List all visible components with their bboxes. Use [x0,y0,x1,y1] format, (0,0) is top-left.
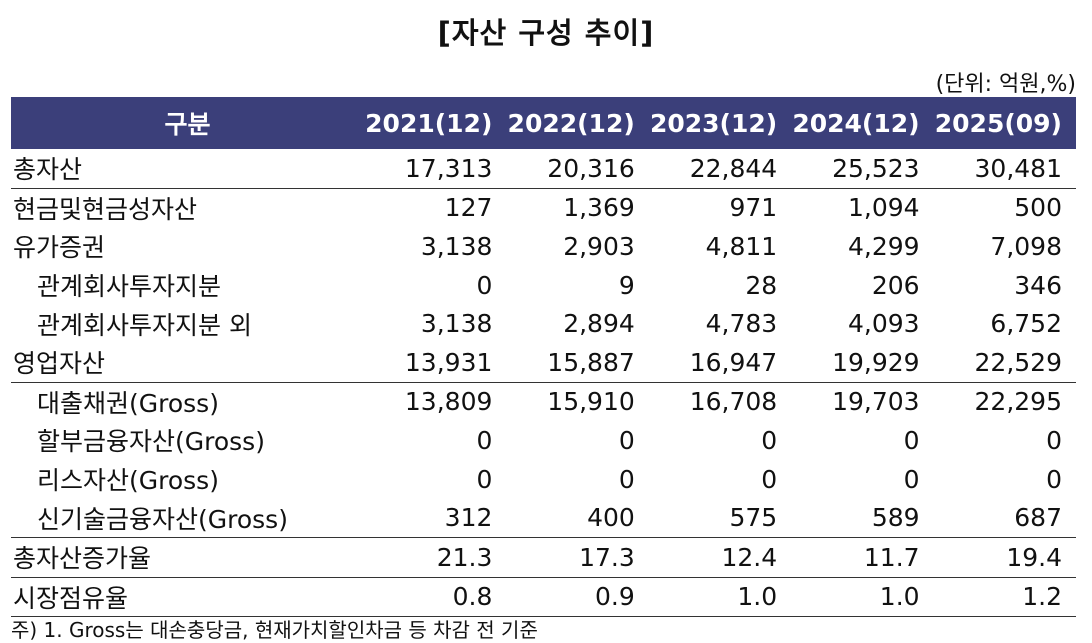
row-label: 총자산증가율 [11,537,364,578]
cell-value: 0 [761,464,778,494]
footnote: 주) 1. Gross는 대손충당금, 현재가치할인차금 등 차감 전 기준 [11,618,538,642]
cell-value: 0 [903,464,920,494]
row-label: 할부금융자산(Gross) [37,427,265,457]
cell-value: 4,811 [705,231,778,261]
cell-value: 0 [476,464,493,494]
cell-value: 2,894 [563,309,635,339]
cell-value: 21.3 [364,537,507,578]
row-label: 현금및현금성자산 [13,194,198,224]
cell-value: 0 [761,425,778,455]
cell-value: 1,094 [847,193,920,223]
cell-value: 7,098 [990,231,1062,261]
cell-value: 13,931 [364,342,507,383]
header-year: 2021(12) [364,97,507,149]
cell-value: 17.3 [506,537,649,578]
header-year: 2024(12) [791,97,934,149]
cell-value: 3,138 [420,309,493,339]
cell-value: 127 [444,193,493,223]
cell-value: 28 [745,270,778,300]
row-label: 유가증권 [13,233,106,263]
cell-value: 0 [476,270,493,300]
row-label: 대출채권(Gross) [37,388,219,418]
cell-value: 4,299 [847,231,920,261]
cell-value: 16,947 [648,342,792,383]
row-label: 신기술금융자산(Gross) [11,498,364,538]
cell-value: 0.9 [506,577,649,618]
cell-value: 346 [1014,270,1062,300]
cell-value: 17,313 [364,149,507,189]
cell-value: 15,910 [547,387,635,417]
table-row: 총자산증가율 21.3 17.3 12.4 11.7 19.4 [11,537,1076,578]
cell-value: 19,703 [832,387,920,417]
cell-value: 1.0 [791,577,934,618]
cell-value: 0 [618,425,635,455]
cell-value: 22,295 [974,387,1062,417]
cell-value: 1,369 [563,193,635,223]
row-label: 관계회사투자지분 외 [37,310,252,340]
table-row: 신기술금융자산(Gross) 312 400 575 589 687 [11,498,1076,538]
cell-value: 19.4 [933,537,1076,578]
cell-value: 9 [618,270,635,300]
cell-value: 22,529 [933,342,1076,383]
cell-value: 500 [1014,193,1062,223]
cell-value: 12.4 [648,537,792,578]
cell-value: 6,752 [990,309,1062,339]
table-row: 리스자산(Gross) 0 0 0 0 0 [11,460,1076,499]
table-row: 유가증권 3,138 2,903 4,811 4,299 7,098 [11,227,1076,266]
row-label: 관계회사투자지분 [37,272,222,302]
cell-value: 0 [1046,464,1062,494]
cell-value: 687 [933,498,1076,538]
cell-value: 20,316 [506,149,649,189]
cell-value: 1.0 [648,577,792,618]
cell-value: 4,783 [705,309,778,339]
table-row: 대출채권(Gross) 13,809 15,910 16,708 19,703 … [11,382,1076,421]
cell-value: 0 [476,425,493,455]
table-row: 현금및현금성자산 127 1,369 971 1,094 500 [11,188,1076,227]
cell-value: 971 [729,193,778,223]
table-row: 영업자산 13,931 15,887 16,947 19,929 22,529 [11,342,1076,383]
cell-value: 0 [903,425,920,455]
asset-composition-table: 구분 2021(12) 2022(12) 2023(12) 2024(12) 2… [11,97,1076,618]
table-row: 관계회사투자지분 0 9 28 206 346 [11,266,1076,305]
cell-value: 400 [506,498,649,538]
row-label: 시장점유율 [11,577,364,618]
row-label: 영업자산 [11,342,364,383]
cell-value: 312 [364,498,507,538]
unit-note: (단위: 억원,%) [935,72,1076,97]
table-row: 할부금융자산(Gross) 0 0 0 0 0 [11,421,1076,460]
header-label: 구분 [11,97,364,149]
row-label: 총자산 [11,149,364,189]
table-row: 총자산 17,313 20,316 22,844 25,523 30,481 [11,149,1076,189]
cell-value: 4,093 [847,309,920,339]
cell-value: 589 [791,498,934,538]
table-header-row: 구분 2021(12) 2022(12) 2023(12) 2024(12) 2… [11,97,1076,149]
table-row: 시장점유율 0.8 0.9 1.0 1.0 1.2 [11,577,1076,618]
cell-value: 0.8 [364,577,507,618]
header-year: 2023(12) [648,97,792,149]
cell-value: 11.7 [791,537,934,578]
cell-value: 19,929 [791,342,934,383]
cell-value: 0 [1046,425,1062,455]
table-row: 관계회사투자지분 외 3,138 2,894 4,783 4,093 6,752 [11,304,1076,343]
header-year: 2025(09) [933,97,1076,149]
cell-value: 22,844 [648,149,792,189]
cell-value: 3,138 [420,231,493,261]
cell-value: 15,887 [506,342,649,383]
header-year: 2022(12) [506,97,649,149]
cell-value: 0 [618,464,635,494]
row-label: 리스자산(Gross) [37,466,219,496]
cell-value: 30,481 [933,149,1076,189]
cell-value: 1.2 [933,577,1076,618]
cell-value: 2,903 [563,231,635,261]
cell-value: 206 [871,270,920,300]
cell-value: 575 [648,498,792,538]
cell-value: 16,708 [689,387,778,417]
cell-value: 13,809 [404,387,493,417]
cell-value: 25,523 [791,149,934,189]
table-title: [자산 구성 추이] [437,16,655,50]
